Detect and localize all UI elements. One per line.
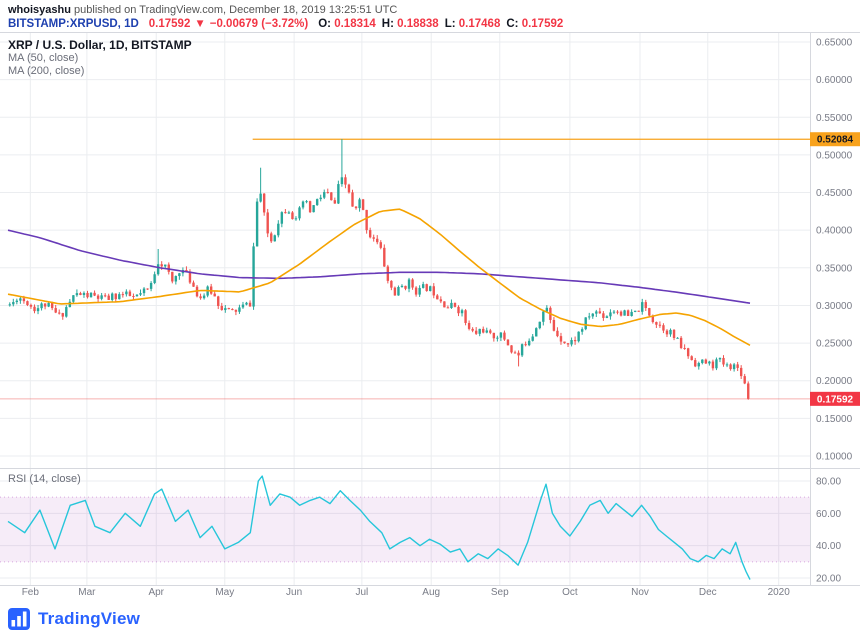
svg-text:60.00: 60.00 [816, 509, 841, 520]
svg-text:0.17592: 0.17592 [817, 394, 854, 405]
price-chart-canvas[interactable]: 0.65000 0.60000 0.55000 0.50000 0.45000 0.400… [0, 32, 860, 602]
publish-text: published on TradingView.com, December 1… [70, 4, 398, 16]
svg-text:May: May [215, 587, 234, 598]
down-arrow-icon: ▼ [194, 18, 206, 30]
open-label: O: [318, 18, 331, 30]
symbol-title: BITSTAMP:XRPUSD, 1D [8, 18, 139, 30]
svg-text:0.25000: 0.25000 [816, 339, 853, 350]
close-value: 0.17592 [521, 18, 564, 30]
open-value: 0.18314 [334, 18, 376, 30]
svg-text:Feb: Feb [22, 587, 40, 598]
svg-text:20.00: 20.00 [816, 574, 841, 585]
svg-text:Mar: Mar [78, 587, 96, 598]
svg-text:0.10000: 0.10000 [816, 451, 853, 462]
author-name: whoisyashu [8, 4, 71, 16]
price-change: −0.00679 (−3.72%) [209, 18, 309, 30]
svg-text:0.55000: 0.55000 [816, 113, 853, 124]
close-label: C: [506, 18, 519, 30]
svg-text:0.30000: 0.30000 [816, 301, 853, 312]
publish-info: whoisyashu published on TradingView.com,… [8, 4, 397, 16]
svg-text:Dec: Dec [699, 587, 717, 598]
svg-text:Nov: Nov [631, 587, 649, 598]
svg-text:0.52084: 0.52084 [817, 135, 854, 146]
svg-text:2020: 2020 [768, 587, 791, 598]
tradingview-brand[interactable]: TradingView [38, 608, 141, 628]
footer: TradingView [0, 602, 860, 635]
svg-text:0.50000: 0.50000 [816, 150, 853, 161]
low-label: L: [444, 18, 456, 30]
svg-text:Jun: Jun [286, 587, 302, 598]
svg-text:Sep: Sep [491, 587, 509, 598]
symbol-info-bar: BITSTAMP:XRPUSD, 1D 0.17592 ▼ −0.00679 (−3.… [8, 18, 563, 30]
svg-text:0.45000: 0.45000 [816, 188, 853, 199]
svg-text:0.35000: 0.35000 [816, 263, 853, 274]
svg-text:0.20000: 0.20000 [816, 376, 853, 387]
svg-text:Jul: Jul [355, 587, 368, 598]
high-label: H: [381, 18, 394, 30]
last-price-value: 0.17592 [148, 18, 191, 30]
low-value: 0.17468 [458, 18, 501, 30]
svg-text:0.40000: 0.40000 [816, 226, 853, 237]
svg-text:40.00: 40.00 [816, 541, 841, 552]
svg-text:80.00: 80.00 [816, 477, 841, 488]
svg-text:0.15000: 0.15000 [816, 414, 853, 425]
svg-text:Apr: Apr [148, 587, 164, 598]
tradingview-logo-icon[interactable] [8, 607, 30, 630]
high-value: 0.18838 [397, 18, 439, 30]
svg-text:Oct: Oct [562, 587, 578, 598]
svg-text:0.65000: 0.65000 [816, 38, 853, 49]
chart-area[interactable]: 0.65000 0.60000 0.55000 0.50000 0.45000 0.400… [0, 32, 860, 602]
svg-text:Aug: Aug [422, 587, 440, 598]
svg-text:0.60000: 0.60000 [816, 75, 853, 86]
